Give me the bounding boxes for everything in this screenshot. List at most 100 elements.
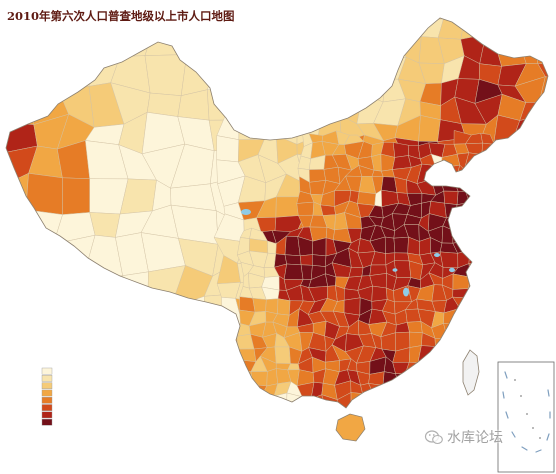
boundary-dash xyxy=(502,391,505,399)
prefecture-cell xyxy=(394,20,422,37)
prefecture-cell xyxy=(250,371,268,387)
boundary-dash xyxy=(521,446,528,451)
prefecture-cell xyxy=(450,208,488,238)
prefecture-cell xyxy=(439,337,465,356)
prefecture-cell xyxy=(252,297,267,313)
lake xyxy=(434,253,440,257)
prefecture-cell xyxy=(216,135,240,163)
legend-swatch xyxy=(41,418,53,426)
lakes xyxy=(241,209,455,297)
prefecture-cell xyxy=(62,177,90,215)
prefecture-cell xyxy=(264,114,278,140)
prefecture-cell xyxy=(460,18,487,40)
inset-frame xyxy=(497,361,555,473)
prefecture-cell xyxy=(320,204,336,216)
wechat-eye-left xyxy=(428,433,431,436)
legend-swatch xyxy=(41,397,53,404)
prefecture-cell xyxy=(350,392,364,408)
boundary-dash xyxy=(546,433,550,441)
prefecture-cell xyxy=(343,297,361,316)
lake xyxy=(403,287,409,297)
prefecture-cell xyxy=(274,346,291,364)
prefecture-cell xyxy=(456,191,470,205)
legend-swatch xyxy=(41,389,53,397)
prefecture-cell xyxy=(119,25,151,57)
prefecture-cell xyxy=(56,53,94,87)
prefecture-cell xyxy=(440,164,461,184)
wechat-icon xyxy=(424,429,443,444)
prefecture-cell xyxy=(395,373,408,388)
watermark: 水库论坛 xyxy=(424,427,503,447)
prefecture-cell xyxy=(452,273,471,290)
legend-swatch xyxy=(41,375,53,382)
prefecture-cell xyxy=(236,370,254,386)
prefecture-cell xyxy=(468,263,483,279)
prefecture-cell xyxy=(53,234,96,277)
lake xyxy=(392,268,398,272)
prefecture-cell xyxy=(296,201,315,216)
prefecture-cell xyxy=(371,285,388,302)
prefecture-cell xyxy=(273,392,288,408)
prefecture-cell xyxy=(238,114,265,140)
island-dot xyxy=(520,395,522,397)
prefecture-cell xyxy=(299,254,313,266)
boundary-dash xyxy=(535,449,542,453)
prefecture-cell xyxy=(392,142,410,158)
prefecture-cell xyxy=(454,175,472,192)
wechat-bubble-small xyxy=(432,434,443,444)
prefecture-cell xyxy=(283,263,304,280)
taiwan-island xyxy=(462,349,480,396)
lake xyxy=(241,209,251,215)
island-dot xyxy=(514,379,516,381)
prefecture-cell xyxy=(284,254,302,266)
prefecture-cell xyxy=(406,321,423,333)
prefecture-cell xyxy=(383,18,427,39)
prefecture-cell xyxy=(252,384,268,399)
prefecture-cell xyxy=(481,142,495,155)
prefecture-cell xyxy=(122,271,149,303)
prefecture-cell xyxy=(266,368,278,387)
prefecture-cell xyxy=(6,172,29,210)
legend-swatch xyxy=(41,411,53,419)
prefecture-cell xyxy=(206,67,250,91)
prefecture-cell xyxy=(374,35,407,62)
prefecture-cell xyxy=(452,226,472,244)
prefecture-cell xyxy=(434,338,448,347)
prefecture-cell xyxy=(479,34,502,67)
prefecture-cell xyxy=(144,26,187,56)
prefecture-cell xyxy=(392,155,412,170)
prefecture-cell xyxy=(467,285,483,302)
prefecture-cell xyxy=(461,295,479,319)
prefecture-cell xyxy=(357,191,377,206)
legend-swatch xyxy=(41,367,53,375)
prefecture-cell xyxy=(300,264,313,280)
prefecture-cell xyxy=(25,209,63,245)
prefecture-cell xyxy=(312,254,327,267)
map-title: 2010年第六次人口普查地级以上市人口地图 xyxy=(7,9,235,23)
prefecture-cell xyxy=(207,89,250,121)
boundary-dash xyxy=(547,389,550,397)
china-border xyxy=(5,17,549,409)
island-dot xyxy=(526,413,528,415)
legend-swatch xyxy=(41,404,53,411)
boundary-dash xyxy=(505,411,509,419)
hainan-island xyxy=(335,413,366,442)
prefecture-cell xyxy=(25,173,63,215)
boundary-dash xyxy=(504,371,508,379)
prefecture-cell xyxy=(393,236,409,254)
prefecture-cell xyxy=(418,115,441,142)
prefecture-cell xyxy=(443,190,459,205)
prefecture-cell xyxy=(83,275,129,295)
prefecture-cell xyxy=(348,267,364,278)
prefecture-cell xyxy=(394,252,410,262)
prefecture-cell xyxy=(170,295,206,337)
prefecture-cell xyxy=(249,238,269,254)
prefecture-cell xyxy=(493,137,524,160)
prefecture-cell xyxy=(440,178,459,192)
prefecture-cell xyxy=(409,331,423,348)
prefecture-cell xyxy=(369,273,387,289)
watermark-text: 水库论坛 xyxy=(447,430,503,446)
prefecture-cell xyxy=(534,36,548,66)
